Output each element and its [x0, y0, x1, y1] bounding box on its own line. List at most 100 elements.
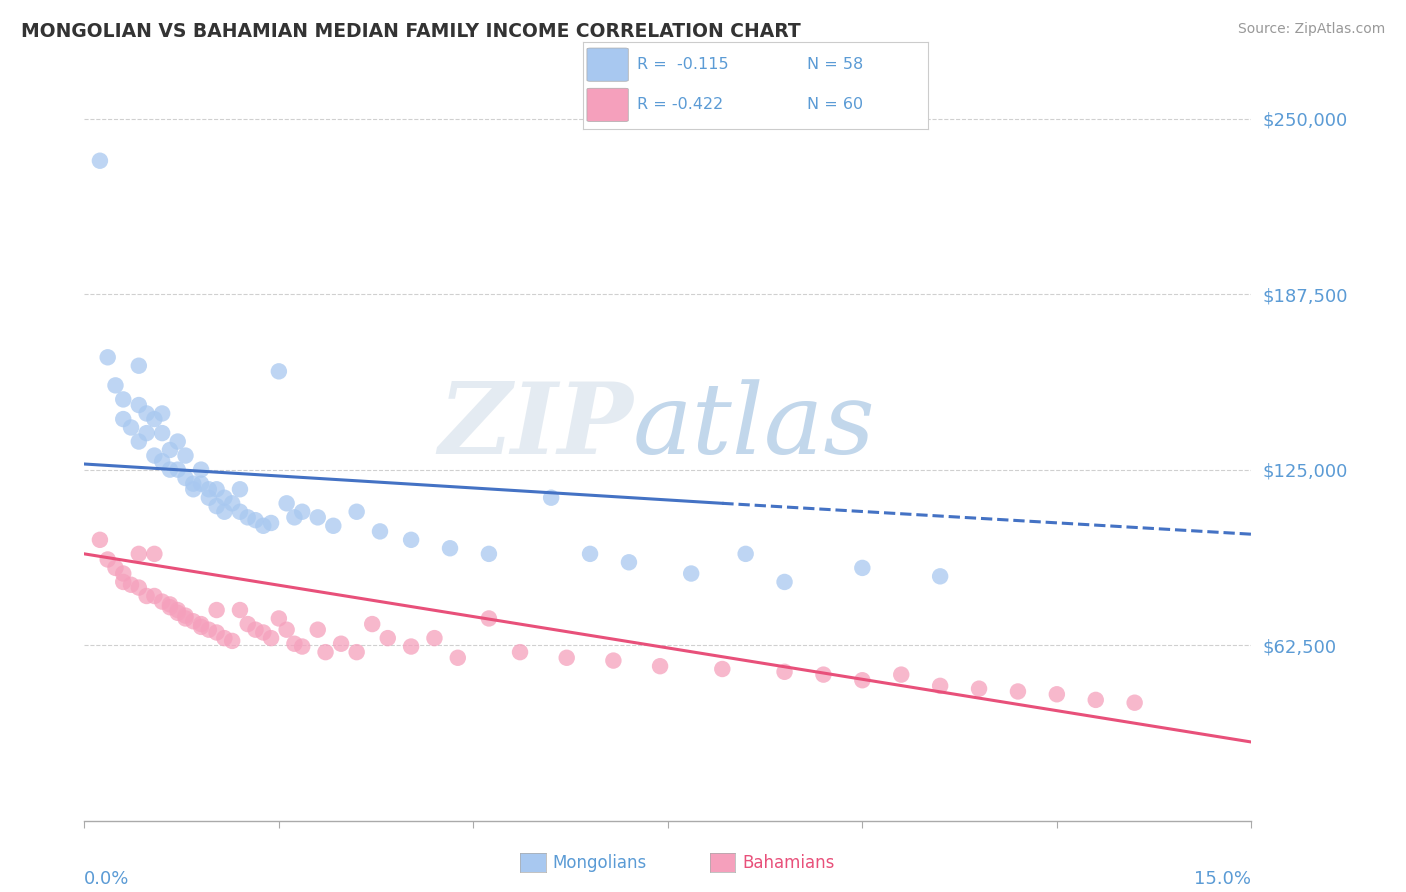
Point: [1046, 687, 1069, 701]
Point: [929, 679, 952, 693]
Point: [851, 561, 873, 575]
Point: [447, 650, 470, 665]
Point: [711, 662, 734, 676]
Point: [377, 631, 399, 645]
Point: [143, 412, 166, 426]
Point: [205, 603, 228, 617]
Point: [174, 608, 197, 623]
Point: [112, 392, 135, 407]
Point: [120, 578, 142, 592]
Point: [330, 637, 353, 651]
Point: [214, 631, 236, 645]
Point: [813, 667, 835, 681]
Point: [120, 420, 142, 434]
Point: [478, 611, 501, 625]
Point: [399, 640, 422, 654]
FancyBboxPatch shape: [586, 88, 628, 121]
Point: [214, 491, 236, 505]
Text: ZIP: ZIP: [437, 378, 633, 475]
Point: [174, 471, 197, 485]
Point: [540, 491, 562, 505]
Point: [555, 650, 578, 665]
Point: [423, 631, 446, 645]
Point: [112, 566, 135, 581]
Point: [252, 518, 274, 533]
Text: N = 60: N = 60: [807, 97, 863, 112]
Point: [174, 449, 197, 463]
Point: [291, 640, 314, 654]
Point: [478, 547, 501, 561]
Point: [150, 407, 173, 421]
Text: 15.0%: 15.0%: [1194, 870, 1251, 888]
Point: [104, 561, 127, 575]
Point: [773, 574, 796, 589]
Point: [166, 603, 188, 617]
Point: [143, 589, 166, 603]
Point: [346, 645, 368, 659]
Point: [276, 496, 298, 510]
Point: [322, 518, 344, 533]
Point: [361, 617, 384, 632]
Point: [159, 600, 181, 615]
Point: [159, 462, 181, 476]
Point: [89, 533, 111, 547]
Point: [135, 589, 157, 603]
Point: [190, 617, 212, 632]
Point: [174, 611, 197, 625]
Point: [579, 547, 602, 561]
Point: [267, 364, 290, 378]
Point: [89, 153, 111, 168]
Point: [214, 505, 236, 519]
Point: [112, 574, 135, 589]
Point: [135, 426, 157, 441]
Text: atlas: atlas: [633, 379, 876, 474]
Point: [198, 623, 221, 637]
Point: [97, 552, 120, 566]
Text: R = -0.422: R = -0.422: [637, 97, 723, 112]
Point: [291, 505, 314, 519]
Point: [617, 555, 640, 569]
Point: [267, 611, 290, 625]
Point: [648, 659, 671, 673]
Point: [236, 617, 259, 632]
Point: [104, 378, 127, 392]
Point: [283, 637, 305, 651]
Point: [229, 505, 252, 519]
Point: [260, 631, 283, 645]
FancyBboxPatch shape: [586, 48, 628, 81]
Point: [205, 625, 228, 640]
Point: [166, 434, 188, 449]
Text: Bahamians: Bahamians: [742, 854, 835, 871]
Point: [245, 623, 267, 637]
Point: [283, 510, 305, 524]
Point: [346, 505, 368, 519]
Point: [143, 547, 166, 561]
Point: [128, 581, 150, 595]
Point: [150, 426, 173, 441]
Point: [166, 606, 188, 620]
Text: Source: ZipAtlas.com: Source: ZipAtlas.com: [1237, 22, 1385, 37]
Point: [128, 434, 150, 449]
Point: [851, 673, 873, 688]
Point: [307, 510, 329, 524]
Text: 0.0%: 0.0%: [84, 870, 129, 888]
Point: [128, 547, 150, 561]
Point: [602, 654, 624, 668]
Point: [773, 665, 796, 679]
Point: [128, 398, 150, 412]
Point: [135, 407, 157, 421]
Point: [159, 598, 181, 612]
Point: [166, 462, 188, 476]
Point: [252, 625, 274, 640]
Point: [229, 483, 252, 497]
Point: [245, 513, 267, 527]
Point: [181, 476, 204, 491]
Point: [260, 516, 283, 530]
Point: [198, 491, 221, 505]
Point: [97, 351, 120, 365]
Point: [734, 547, 756, 561]
Point: [181, 483, 204, 497]
Point: [205, 483, 228, 497]
Point: [181, 614, 204, 628]
Point: [929, 569, 952, 583]
